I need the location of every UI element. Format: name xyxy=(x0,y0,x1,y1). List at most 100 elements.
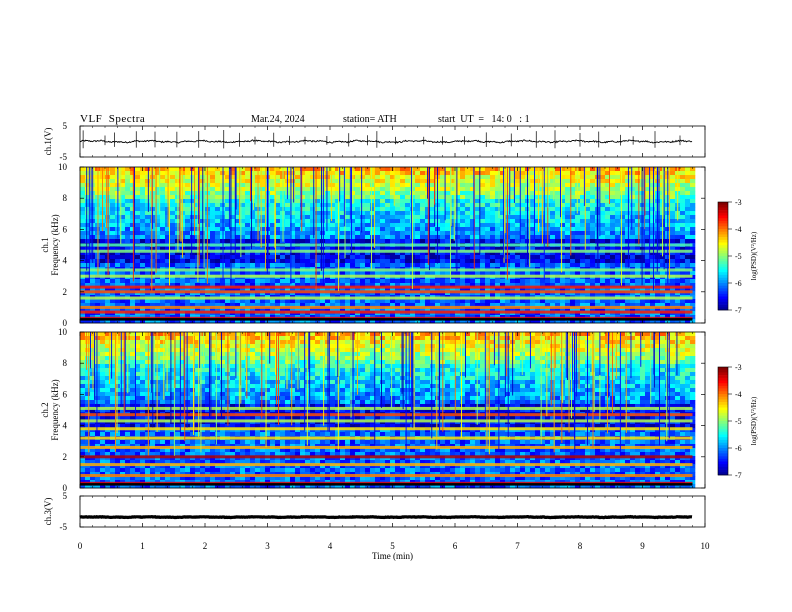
ch1-spectrogram-cell xyxy=(260,303,266,308)
ch1-spectrogram-cell xyxy=(110,207,116,212)
ch1-spectrogram-cell xyxy=(270,207,276,212)
ch1-spectrogram-cell xyxy=(610,303,616,308)
ch1-spectrogram-cell xyxy=(550,215,556,220)
ch1-spectrogram-cell xyxy=(435,263,441,268)
ch1-spectrogram-cell xyxy=(110,283,116,288)
ch1-spectrogram-cell xyxy=(240,263,246,268)
ch1-spectrogram-cell xyxy=(310,219,316,224)
ch1-spectrogram-cell xyxy=(380,299,386,304)
ch1-spectrogram-cell xyxy=(240,171,246,176)
ch1-spectrogram-cell xyxy=(270,199,276,204)
ch1-spectrogram-cell xyxy=(645,279,651,284)
ch1-spectrogram-cell xyxy=(385,211,391,216)
ch1-spectrogram-cell xyxy=(150,263,156,268)
ch1-spectrogram-cell xyxy=(80,279,86,284)
ch1-spectrogram-cell xyxy=(330,179,336,184)
ch1-spectrogram-cell xyxy=(290,307,296,312)
ch1-spectrogram-cell xyxy=(470,235,476,240)
ch1-spectrogram-cell xyxy=(475,299,481,304)
ch1-spectrogram-cell xyxy=(240,247,246,252)
ch1-spectrogram-cell xyxy=(340,235,346,240)
ch1-spectrogram-cell xyxy=(650,215,656,220)
ch1-spectrogram-cell xyxy=(155,307,161,312)
ch1-spectrogram-cell xyxy=(610,191,616,196)
ch1-spectrogram-cell xyxy=(265,303,271,308)
ch1-spectrogram-cell xyxy=(275,287,281,292)
ch1-spectrogram-cell xyxy=(190,247,196,252)
ch1-spectrogram-cell xyxy=(540,283,546,288)
ch1-spectrogram-cell xyxy=(570,175,576,180)
ch1-spectrogram-cell xyxy=(385,179,391,184)
ch1-spectrogram-cell xyxy=(160,251,166,256)
ch1-spectrogram-cell xyxy=(250,287,256,292)
ch1-spectrogram-cell xyxy=(160,207,166,212)
ch1-spectrogram-cell xyxy=(290,231,296,236)
ch1-spectrogram-cell xyxy=(345,239,351,244)
ch1-spectrogram-cell xyxy=(300,239,306,244)
ch1-spectrogram-cell xyxy=(350,215,356,220)
ch1-spectrogram-cell xyxy=(260,287,266,292)
ch1-spectrogram-cell xyxy=(340,191,346,196)
ch1-spectrogram-cell xyxy=(390,235,396,240)
ch1-spectrogram-cell xyxy=(390,191,396,196)
ch1-spectrogram-cell xyxy=(605,235,611,240)
ch1-spectrogram-cell xyxy=(155,215,161,220)
ch1-spectrogram-cell xyxy=(510,211,516,216)
ch1-spectrogram-cell xyxy=(570,239,576,244)
ch1-spectrogram-cell xyxy=(185,303,191,308)
ch1-spectrogram-cell xyxy=(345,319,351,324)
ch1-spectrogram-cell xyxy=(450,191,456,196)
ch1-spectrogram-cell xyxy=(385,203,391,208)
ch1-spectrogram-cell xyxy=(360,191,366,196)
ch1-spectrogram-cell xyxy=(250,207,256,212)
ch1-spectrogram-cell xyxy=(690,295,696,300)
ch1-spectrogram-cell xyxy=(165,255,171,260)
ch1-spectrogram-cell xyxy=(150,239,156,244)
ch1-spectrogram-cell xyxy=(335,195,341,200)
ch1-spectrogram-cell xyxy=(130,183,136,188)
ch1-spectrogram-cell xyxy=(190,271,196,276)
ch1-spectrogram-cell xyxy=(520,223,526,228)
ch1-spectrogram-cell xyxy=(290,171,296,176)
ch1-spectrogram-cell xyxy=(415,247,421,252)
ch1-spectrogram-cell xyxy=(335,203,341,208)
ch1-spectrogram-cell xyxy=(215,251,221,256)
ch1-spectrogram-cell xyxy=(240,179,246,184)
ch1-spectrogram-cell xyxy=(370,223,376,228)
ch1-spectrogram-cell xyxy=(80,183,86,188)
ch1-spectrogram-cell xyxy=(330,175,336,180)
ch1-spectrogram-cell xyxy=(190,299,196,304)
ch1-spectrogram-cell xyxy=(405,227,411,232)
ch1-spectrogram-cell xyxy=(270,287,276,292)
ch1-spectrogram-cell xyxy=(360,231,366,236)
ch1-spectrogram-cell xyxy=(595,287,601,292)
ch1-spectrogram-cell xyxy=(615,251,621,256)
ch1-spectrogram-cell xyxy=(315,195,321,200)
ch1-spectrogram-cell xyxy=(640,175,646,180)
ch1-spectrogram-cell xyxy=(140,171,146,176)
ch1-spectrogram-cell xyxy=(325,319,331,324)
ch1-spectrogram-cell xyxy=(550,239,556,244)
ch1-spectrogram-cell xyxy=(200,255,206,260)
ch1-spectrogram-cell xyxy=(560,279,566,284)
ch1-spectrogram-cell xyxy=(110,227,116,232)
ch1-spectrogram-cell xyxy=(120,307,126,312)
ch1-spectrogram-cell xyxy=(475,223,481,228)
ch1-spectrogram-cell xyxy=(690,275,696,280)
ch1-spectrogram-cell xyxy=(145,287,151,292)
ch1-spectrogram-cell xyxy=(225,207,231,212)
ch1-spectrogram-cell xyxy=(470,307,476,312)
ch1-spectrogram-cell xyxy=(140,299,146,304)
ch1-spectrogram-cell xyxy=(485,271,491,276)
ch1-spectrogram-cell xyxy=(605,319,611,324)
ch1-spectrogram-cell xyxy=(135,207,141,212)
ch1-spectrogram-cell xyxy=(175,271,181,276)
ch1-spectrogram-cell xyxy=(590,191,596,196)
ch1-spectrogram-cell xyxy=(275,255,281,260)
ch1-spectrogram-cell xyxy=(120,263,126,268)
ch1-spectrogram-cell xyxy=(645,219,651,224)
ch1-spectrogram-cell xyxy=(395,255,401,260)
ch1-spectrogram-cell xyxy=(470,231,476,236)
ch1-spectrogram-cell xyxy=(215,203,221,208)
ch1-spectrogram-cell xyxy=(590,211,596,216)
